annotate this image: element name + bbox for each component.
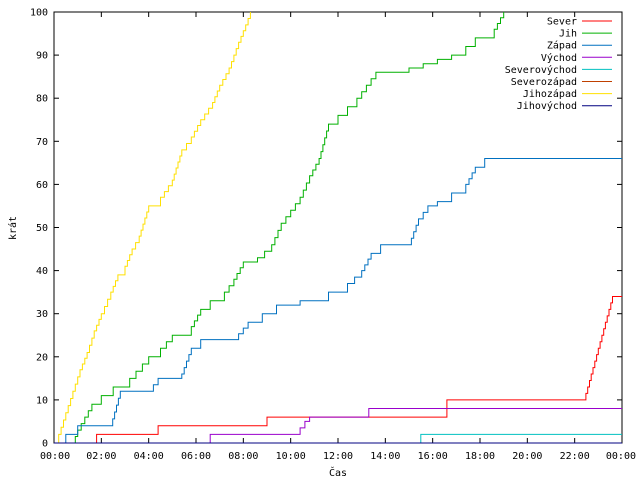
x-axis: 00:00 02:00 04:00 06:00 08:00 10:00 12:00 14:00… xyxy=(40,12,636,462)
legend: SeverJihZápadVýchodSeverovýchodSeverozáp… xyxy=(505,17,612,112)
series-line-východ xyxy=(54,408,622,444)
y-tick-label: 90 xyxy=(36,51,48,62)
legend-label: Jih xyxy=(559,29,577,40)
x-tick-label: 16:00 xyxy=(418,451,448,462)
legend-label: Západ xyxy=(547,40,577,52)
y-tick-label: 40 xyxy=(36,266,48,277)
series-line-jihozápad xyxy=(54,12,251,444)
series-lines xyxy=(54,12,622,444)
y-axis-title: krát xyxy=(7,216,19,240)
x-tick-label: 02:00 xyxy=(86,451,116,462)
x-tick-label: 12:00 xyxy=(323,451,353,462)
y-tick-label: 10 xyxy=(36,395,48,406)
y-tick-label: 20 xyxy=(36,352,48,363)
series-line-západ xyxy=(54,158,622,444)
y-tick-label: 100 xyxy=(30,8,48,19)
x-tick-label: 22:00 xyxy=(560,451,590,462)
y-tick-label: 70 xyxy=(36,137,48,148)
y-tick-label: 30 xyxy=(36,309,48,320)
legend-label: Severozápad xyxy=(511,76,577,88)
x-tick-label: 08:00 xyxy=(228,451,258,462)
series-line-sever xyxy=(54,296,622,444)
legend-label: Severovýchod xyxy=(505,64,577,76)
series-line-jih xyxy=(54,12,505,444)
x-axis-title: Čas xyxy=(329,466,347,479)
y-tick-label: 0 xyxy=(42,439,48,450)
x-tick-label: 20:00 xyxy=(512,451,542,462)
x-tick-label: 18:00 xyxy=(465,451,495,462)
x-tick-label: 06:00 xyxy=(181,451,211,462)
x-tick-label: 00:00 xyxy=(40,451,70,462)
y-tick-label: 50 xyxy=(36,223,48,234)
x-tick-label: 10:00 xyxy=(276,451,306,462)
y-tick-label: 60 xyxy=(36,180,48,191)
y-tick-label: 80 xyxy=(36,94,48,105)
legend-label: Jihozápad xyxy=(523,88,577,100)
x-tick-label: 00:00 xyxy=(606,451,636,462)
legend-label: Sever xyxy=(547,17,577,28)
y-axis: 0 10 20 30 40 50 60 70 80 90 100 xyxy=(30,8,622,450)
x-tick-label: 14:00 xyxy=(370,451,400,462)
x-tick-label: 04:00 xyxy=(134,451,164,462)
legend-label: Jihovýchod xyxy=(517,100,577,112)
legend-label: Východ xyxy=(541,52,577,64)
